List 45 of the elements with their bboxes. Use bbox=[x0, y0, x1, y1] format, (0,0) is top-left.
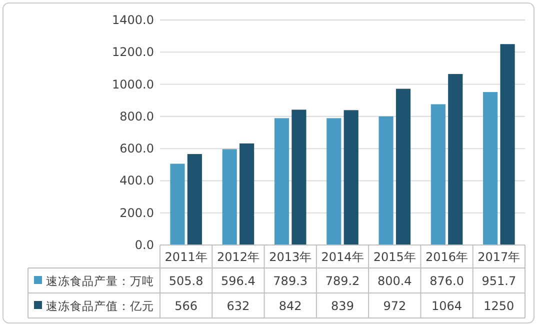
data-label: 1250 bbox=[484, 299, 514, 313]
y-tick-label: 600.0 bbox=[120, 142, 154, 156]
bar bbox=[483, 92, 498, 245]
data-label: 800.4 bbox=[377, 274, 412, 288]
data-label: 842 bbox=[278, 299, 302, 313]
legend-label: 速冻食品产值：亿元 bbox=[46, 299, 154, 313]
y-tick-label: 1000.0 bbox=[112, 77, 154, 92]
data-label: 789.3 bbox=[273, 274, 308, 288]
y-tick-label: 400.0 bbox=[120, 174, 154, 188]
y-tick-label: 200.0 bbox=[120, 206, 154, 220]
y-tick-label: 800.0 bbox=[120, 109, 154, 124]
x-tick-label: 2017年 bbox=[478, 250, 520, 264]
x-tick-label: 2011年 bbox=[164, 250, 208, 264]
bar bbox=[344, 110, 358, 245]
bar bbox=[187, 154, 202, 245]
data-label: 1064 bbox=[432, 299, 462, 313]
data-label: 505.8 bbox=[168, 274, 204, 288]
x-tick-label: 2012年 bbox=[216, 250, 260, 264]
x-tick-label: 2014年 bbox=[321, 250, 364, 264]
y-tick-label: 1200.0 bbox=[112, 45, 154, 60]
data-label: 839 bbox=[331, 299, 354, 313]
bar bbox=[326, 118, 342, 245]
bar bbox=[240, 143, 254, 245]
bar bbox=[430, 104, 446, 245]
bar bbox=[396, 88, 411, 245]
data-label: 596.4 bbox=[221, 274, 256, 288]
bar bbox=[170, 164, 185, 245]
bar bbox=[448, 74, 463, 245]
bar bbox=[292, 110, 306, 245]
data-label: 632 bbox=[226, 299, 250, 313]
data-label: 566 bbox=[174, 299, 198, 313]
legend-label: 速冻食品产量：万吨 bbox=[46, 274, 154, 288]
x-tick-label: 2016年 bbox=[426, 250, 468, 264]
bar bbox=[500, 44, 515, 245]
x-tick-label: 2015年 bbox=[373, 250, 416, 264]
y-tick-label: 0.0 bbox=[134, 238, 154, 252]
data-label: 789.2 bbox=[325, 274, 360, 288]
bar bbox=[274, 118, 290, 245]
bar bbox=[222, 149, 237, 245]
x-tick-label: 2013年 bbox=[269, 250, 312, 264]
bar bbox=[378, 116, 394, 245]
data-label: 951.7 bbox=[482, 274, 516, 288]
data-label: 972 bbox=[383, 299, 406, 313]
y-tick-label: 1400.0 bbox=[112, 13, 154, 27]
data-label: 876.0 bbox=[430, 274, 464, 288]
